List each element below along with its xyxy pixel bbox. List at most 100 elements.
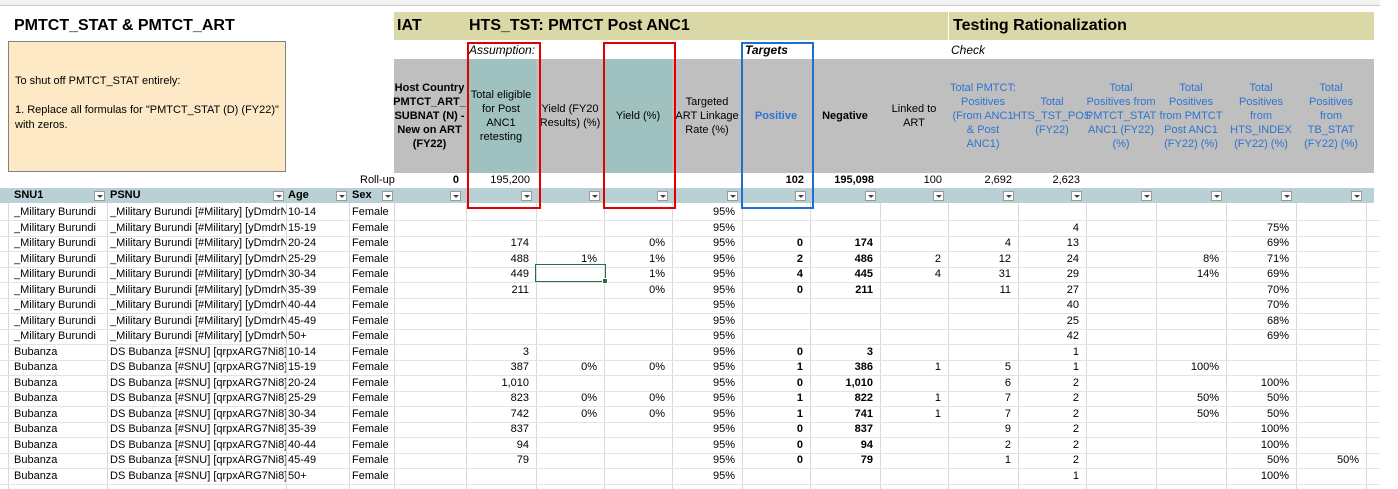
cell-as[interactable]	[604, 314, 665, 329]
cell-at[interactable]: 95%	[712, 222, 735, 234]
cell-au[interactable]: 2	[796, 253, 803, 265]
cell-az[interactable]	[1086, 376, 1149, 391]
cell-ay[interactable]: 24	[1066, 253, 1079, 265]
filter-dropdown-bb[interactable]	[1281, 191, 1292, 201]
cell-ap[interactable]	[394, 267, 458, 282]
cell-ax[interactable]: 9	[1004, 423, 1011, 435]
cell-age[interactable]: 50+	[288, 330, 307, 342]
cell-aq[interactable]: 742	[510, 408, 529, 420]
cell-aq[interactable]	[466, 469, 529, 484]
cell-psnu[interactable]: _Military Burundi [#Military] [yDmdrN	[110, 268, 286, 280]
cell-aw[interactable]	[880, 314, 941, 329]
cell-aw[interactable]: 1	[934, 408, 941, 420]
cell-bc[interactable]	[1296, 391, 1359, 406]
cell-av[interactable]	[810, 298, 873, 313]
cell-aw[interactable]	[880, 345, 941, 360]
cell-psnu[interactable]: DS Bubanza [#SNU] [qrpxARG7Ni8]	[110, 361, 286, 373]
cell-sex[interactable]: Female	[352, 361, 389, 373]
cell-ba[interactable]: 50%	[1196, 392, 1219, 404]
cell-ap[interactable]	[394, 391, 458, 406]
cell-ap[interactable]	[394, 422, 458, 437]
cell-ax[interactable]: 7	[1004, 408, 1011, 420]
cell-ay[interactable]: 13	[1066, 237, 1079, 249]
cell-bc[interactable]	[1296, 298, 1359, 313]
cell-sex[interactable]: Female	[352, 470, 389, 482]
filter-dropdown-aq[interactable]	[521, 191, 532, 201]
cell-aw[interactable]	[880, 453, 941, 468]
cell-au[interactable]: 0	[796, 439, 803, 451]
cell-ba[interactable]: 50%	[1196, 408, 1219, 420]
cell-ba[interactable]	[1156, 205, 1219, 220]
cell-ar[interactable]	[536, 376, 597, 391]
cell-aw[interactable]: 1	[934, 361, 941, 373]
cell-aq[interactable]: 837	[510, 423, 529, 435]
filter-dropdown-ax[interactable]	[1003, 191, 1014, 201]
cell-at[interactable]: 95%	[712, 268, 735, 280]
cell-au[interactable]	[742, 469, 803, 484]
cell-au[interactable]: 0	[796, 237, 803, 249]
cell-bb[interactable]: 69%	[1266, 268, 1289, 280]
cell-age[interactable]: 30-34	[288, 268, 317, 280]
cell-aq[interactable]: 174	[510, 237, 529, 249]
cell-aq[interactable]: 211	[511, 284, 529, 296]
cell-az[interactable]	[1086, 453, 1149, 468]
cell-psnu[interactable]: _Military Burundi [#Military] [yDmdrN	[110, 330, 286, 342]
cell-au[interactable]	[742, 329, 803, 344]
cell-snu1[interactable]: _Military Burundi	[14, 330, 96, 342]
cell-aw[interactable]: 2	[934, 253, 941, 265]
cell-ap[interactable]	[394, 252, 458, 267]
cell-ax[interactable]	[948, 298, 1011, 313]
cell-av[interactable]: 3	[866, 346, 873, 358]
cell-psnu[interactable]: DS Bubanza [#SNU] [qrpxARG7Ni8]	[110, 377, 286, 389]
cell-ar[interactable]	[536, 205, 597, 220]
cell-ay[interactable]: 27	[1066, 284, 1079, 296]
cell-bc[interactable]	[1296, 329, 1359, 344]
cell-at[interactable]: 95%	[712, 454, 735, 466]
cell-bb[interactable]: 100%	[1260, 470, 1289, 482]
cell-ay[interactable]	[1018, 205, 1079, 220]
cell-ba[interactable]	[1156, 438, 1219, 453]
cell-snu1[interactable]: _Military Burundi	[14, 237, 96, 249]
cell-aw[interactable]: 1	[934, 392, 941, 404]
cell-ar[interactable]	[536, 469, 597, 484]
cell-ay[interactable]: 25	[1066, 315, 1079, 327]
cell-az[interactable]	[1086, 298, 1149, 313]
cell-aw[interactable]	[880, 469, 941, 484]
cell-au[interactable]: 0	[796, 423, 803, 435]
cell-as[interactable]	[604, 329, 665, 344]
filter-dropdown-az[interactable]	[1141, 191, 1152, 201]
cell-snu1[interactable]: _Military Burundi	[14, 315, 96, 327]
cell-az[interactable]	[1086, 407, 1149, 422]
cell-bb[interactable]: 100%	[1260, 439, 1289, 451]
cell-age[interactable]: 15-19	[288, 222, 317, 234]
cell-sex[interactable]: Female	[352, 330, 389, 342]
cell-az[interactable]	[1086, 252, 1149, 267]
cell-age[interactable]: 10-14	[288, 206, 317, 218]
cell-ar[interactable]	[536, 438, 597, 453]
cell-ar[interactable]	[536, 283, 597, 298]
cell-az[interactable]	[1086, 329, 1149, 344]
cell-ar[interactable]: 0%	[581, 408, 597, 420]
cell-snu1[interactable]: Bubanza	[14, 408, 58, 420]
cell-bc[interactable]	[1296, 422, 1359, 437]
cell-av[interactable]: 837	[854, 423, 873, 435]
filter-dropdown-au[interactable]	[795, 191, 806, 201]
cell-au[interactable]: 4	[796, 268, 803, 280]
cell-au[interactable]	[742, 298, 803, 313]
cell-bc[interactable]	[1296, 221, 1359, 236]
cell-az[interactable]	[1086, 438, 1149, 453]
cell-psnu[interactable]: DS Bubanza [#SNU] [qrpxARG7Ni8]	[110, 392, 286, 404]
cell-as[interactable]: 1%	[649, 253, 665, 265]
cell-aw[interactable]	[880, 422, 941, 437]
cell-snu1[interactable]: _Military Burundi	[14, 253, 96, 265]
cell-age[interactable]: 10-14	[288, 346, 317, 358]
cell-ba[interactable]	[1156, 345, 1219, 360]
cell-sex[interactable]: Female	[352, 284, 389, 296]
cell-ax[interactable]: 7	[1004, 392, 1011, 404]
cell-at[interactable]: 95%	[712, 330, 735, 342]
cell-snu1[interactable]: Bubanza	[14, 454, 58, 466]
cell-aq[interactable]	[466, 314, 529, 329]
cell-av[interactable]: 211	[855, 284, 873, 296]
cell-ap[interactable]	[394, 360, 458, 375]
cell-sex[interactable]: Female	[352, 377, 389, 389]
